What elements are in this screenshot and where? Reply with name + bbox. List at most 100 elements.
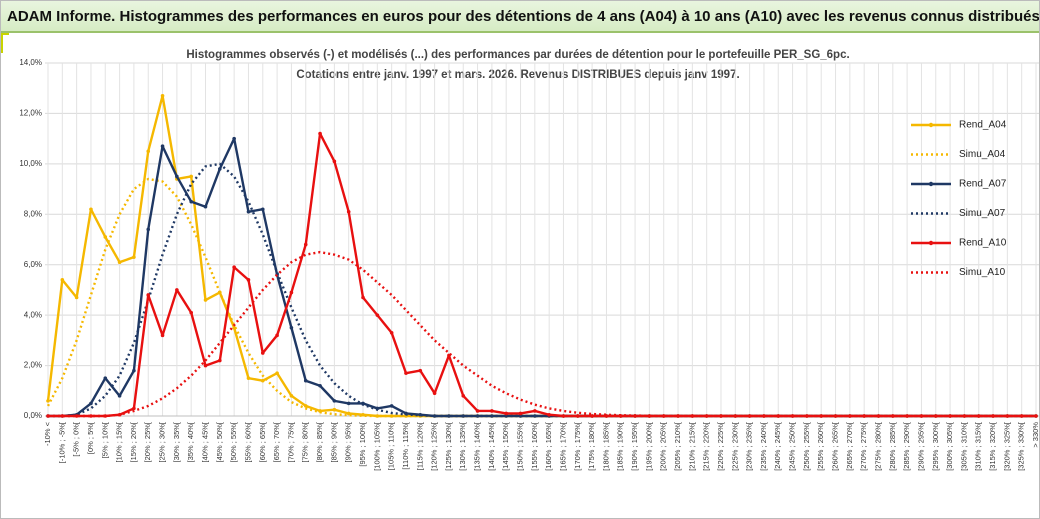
x-tick-label: [55% ; 60%[: [243, 421, 252, 462]
point: [447, 414, 451, 418]
point: [203, 298, 208, 302]
x-tick-label: [265% ; 270%[: [845, 421, 854, 471]
point: [246, 209, 251, 214]
x-tick-label: [205% ; 210%[: [673, 421, 682, 471]
x-tick-label: [270% ; 275%[: [859, 421, 868, 471]
x-tick-label: [30% ; 35%[: [172, 421, 181, 462]
point: [404, 371, 408, 375]
point: [375, 313, 380, 317]
x-tick-label: [80% ; 85%[: [315, 421, 324, 462]
point: [160, 93, 165, 98]
point: [203, 363, 208, 368]
point: [346, 401, 351, 406]
point: [117, 394, 122, 398]
point: [475, 409, 480, 413]
x-tick-label: [160% ; 165%[: [544, 421, 553, 471]
chart-subtitle: Histogrammes observés (-) et modélisés (…: [186, 49, 849, 61]
point: [332, 159, 337, 164]
point: [275, 333, 279, 338]
point: [260, 351, 265, 355]
point: [218, 167, 222, 171]
legend-marker: [928, 240, 934, 246]
x-tick-label: [115% ; 120%[: [415, 421, 424, 470]
point: [318, 131, 322, 136]
point: [189, 199, 193, 204]
point: [60, 278, 65, 282]
point: [232, 136, 236, 141]
point: [246, 376, 251, 380]
x-tick-label: [75% ; 80%[: [301, 421, 310, 462]
legend-marker: [928, 122, 934, 128]
point: [389, 404, 394, 408]
point: [289, 325, 294, 330]
x-tick-label: [175% ; 180%[: [587, 421, 596, 471]
x-tick-label: [130% ; 135%[: [458, 421, 467, 471]
chart-subtitle: Cotations entre janv. 1997 et mars. 2026…: [296, 69, 739, 81]
x-tick-label: [140% ; 145%[: [487, 421, 496, 471]
y-tick-label: 8,0%: [24, 209, 42, 218]
series-line: [46, 94, 1036, 418]
x-tick-label: [65% ; 70%[: [272, 421, 281, 462]
point: [218, 358, 222, 363]
point: [389, 330, 394, 335]
x-tick-label: [310% ; 315%[: [974, 421, 983, 471]
x-tick-label: [90% ; 95%[: [344, 421, 353, 462]
point: [891, 414, 895, 418]
point: [260, 207, 265, 212]
point: [533, 409, 537, 413]
x-tick-label: [10% ; 15%[: [115, 421, 124, 462]
series-line: [48, 250, 1036, 418]
x-tick-label: [250% ; 255%[: [802, 421, 811, 471]
point: [676, 414, 680, 418]
point: [89, 414, 93, 418]
point: [46, 399, 50, 403]
x-tick-label: [200% ; 205%[: [659, 421, 668, 471]
x-tick-label: [190% ; 195%[: [630, 421, 639, 471]
point: [490, 409, 494, 413]
point: [260, 378, 265, 383]
point: [203, 204, 208, 209]
point: [117, 260, 122, 264]
x-tick-label: [315% ; 320%[: [988, 421, 997, 471]
point: [991, 414, 995, 418]
series-line: [48, 162, 1036, 418]
x-tick-label: [260% ; 265%[: [831, 421, 840, 471]
header: ADAM Informe. Histogrammes des performan…: [1, 1, 1040, 33]
point: [189, 310, 193, 315]
legend-label: Simu_A10: [959, 267, 1006, 278]
y-tick-label: 12,0%: [19, 109, 42, 118]
x-tick-label: [40% ; 45%[: [200, 421, 209, 462]
x-tick-label: [20% ; 25%[: [143, 421, 152, 462]
x-tick-label: [35% ; 40%[: [186, 421, 195, 462]
x-tick-label: [185% ; 190%[: [616, 421, 625, 471]
x-tick-label: [150% ; 155%[: [516, 421, 525, 471]
x-tick-label: [60% ; 65%[: [258, 421, 267, 462]
point: [146, 293, 151, 297]
x-tick-label: [15% ; 20%[: [129, 421, 138, 462]
point: [232, 265, 236, 270]
legend-label: Simu_A07: [959, 208, 1006, 219]
x-tick-label: [290% ; 295%[: [916, 421, 925, 471]
legend-marker: [928, 181, 934, 187]
x-tick-label: [235% ; 240%[: [759, 421, 768, 471]
point: [905, 414, 909, 418]
point: [89, 207, 93, 212]
header-title: ADAM Informe. Histogrammes des performan…: [7, 8, 1040, 25]
y-tick-label: 6,0%: [24, 260, 42, 269]
point: [132, 406, 136, 411]
point: [332, 407, 337, 412]
x-tick-label: [180% ; 185%[: [601, 421, 610, 471]
x-tick-label: [145% ; 150%[: [501, 421, 510, 471]
point: [361, 295, 365, 300]
x-tick-label: [210% ; 215%[: [687, 421, 696, 471]
x-tick-label: [105% ; 110%[: [387, 421, 396, 470]
point: [189, 174, 193, 179]
x-tick-label: [195% ; 200%[: [644, 421, 653, 471]
point: [132, 255, 136, 259]
point: [1005, 414, 1010, 418]
point: [690, 414, 695, 418]
x-tick-label: [165% ; 170%[: [558, 421, 567, 471]
point: [547, 412, 551, 417]
point: [132, 368, 136, 373]
